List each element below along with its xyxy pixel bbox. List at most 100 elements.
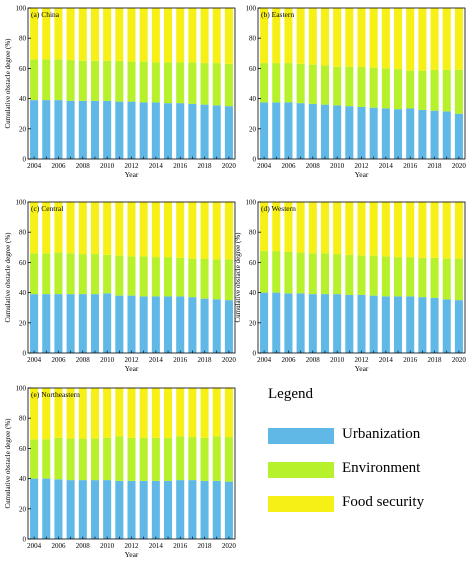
x-tick-label: 2012 [355, 356, 370, 364]
bar-urbanization-2005 [42, 100, 51, 159]
bar-urbanization-2018 [430, 110, 439, 159]
y-tick-label: 60 [249, 259, 257, 267]
bar-urbanization-2009 [320, 294, 329, 353]
bar-food-security-2004 [30, 8, 39, 60]
panel-title: (b) Eastern [261, 10, 294, 19]
bar-environment-2011 [115, 255, 124, 296]
bar-urbanization-2008 [308, 103, 317, 159]
bar-environment-2013 [139, 61, 148, 103]
x-tick-label: 2018 [428, 162, 443, 170]
bar-environment-2016 [406, 257, 415, 297]
bar-urbanization-2016 [176, 480, 185, 539]
legend-label-urbanization: Urbanization [342, 426, 421, 442]
bar-food-security-2016 [176, 8, 185, 63]
bar-environment-2004 [30, 59, 39, 101]
bar-environment-2009 [90, 60, 99, 101]
bar-urbanization-2016 [406, 108, 415, 159]
bar-environment-2010 [103, 437, 112, 481]
bar-food-security-2011 [115, 388, 124, 437]
panel-title: (e) Northeastern [31, 390, 80, 399]
bar-urbanization-2004 [30, 100, 39, 159]
x-tick-label: 2004 [27, 356, 42, 364]
bar-environment-2009 [90, 438, 99, 481]
bar-environment-2006 [284, 63, 293, 103]
y-tick-label: 0 [23, 536, 27, 544]
y-tick-label: 80 [19, 35, 27, 43]
bar-food-security-2013 [139, 8, 148, 62]
bar-urbanization-2008 [78, 100, 87, 159]
bar-environment-2012 [127, 256, 136, 296]
legend-swatch-urbanization [268, 428, 334, 444]
x-tick-label: 2020 [222, 542, 237, 550]
bar-environment-2008 [78, 254, 87, 295]
bar-urbanization-2006 [54, 100, 63, 159]
bar-environment-2007 [296, 252, 305, 294]
bar-food-security-2010 [103, 8, 112, 61]
bar-food-security-2006 [54, 8, 63, 60]
bar-food-security-2011 [115, 8, 124, 61]
bar-environment-2018 [200, 63, 209, 105]
bar-food-security-2007 [296, 8, 305, 64]
bar-environment-2017 [418, 257, 427, 298]
bar-environment-2016 [176, 62, 185, 104]
y-axis-label: Cumulative obstacle degree (%) [4, 38, 12, 129]
bar-food-security-2016 [176, 202, 185, 258]
bar-food-security-2010 [103, 388, 112, 438]
bar-environment-2014 [381, 68, 390, 109]
x-tick-label: 2018 [198, 162, 213, 170]
bar-urbanization-2011 [115, 295, 124, 353]
bar-food-security-2013 [139, 388, 148, 438]
y-tick-label: 20 [19, 125, 27, 133]
bar-food-security-2005 [272, 202, 281, 252]
x-tick-label: 2014 [379, 162, 394, 170]
x-tick-label: 2012 [125, 162, 140, 170]
bar-food-security-2005 [42, 8, 51, 60]
bar-environment-2007 [66, 60, 75, 101]
x-tick-label: 2010 [330, 162, 345, 170]
bar-urbanization-2020 [454, 113, 463, 159]
bar-urbanization-2017 [188, 480, 197, 539]
bar-food-security-2020 [224, 8, 233, 64]
bar-food-security-2009 [320, 8, 329, 66]
bar-urbanization-2006 [284, 102, 293, 160]
bar-urbanization-2007 [66, 480, 75, 539]
bar-environment-2019 [212, 259, 221, 300]
bar-environment-2016 [176, 436, 185, 481]
bar-urbanization-2015 [164, 296, 173, 354]
x-tick-label: 2016 [173, 162, 188, 170]
bar-urbanization-2013 [369, 295, 378, 353]
bar-urbanization-2012 [127, 101, 136, 159]
x-tick-label: 2016 [403, 162, 418, 170]
bar-food-security-2006 [54, 202, 63, 253]
x-axis-label: Year [125, 170, 139, 179]
x-tick-label: 2018 [198, 542, 213, 550]
bar-environment-2009 [320, 253, 329, 295]
x-tick-label: 2016 [403, 356, 418, 364]
bar-environment-2017 [188, 258, 197, 298]
bar-food-security-2014 [151, 388, 160, 438]
bar-food-security-2012 [127, 8, 136, 62]
y-tick-label: 0 [23, 156, 27, 164]
x-tick-label: 2008 [76, 356, 91, 364]
x-axis-label: Year [125, 364, 139, 373]
bar-environment-2017 [418, 70, 427, 110]
bar-urbanization-2013 [369, 107, 378, 159]
bar-environment-2008 [78, 438, 87, 481]
bar-urbanization-2016 [176, 103, 185, 159]
bar-urbanization-2007 [66, 294, 75, 353]
bar-environment-2015 [164, 437, 173, 481]
bar-food-security-2018 [430, 202, 439, 258]
bar-environment-2012 [127, 61, 136, 102]
bar-environment-2020 [224, 259, 233, 301]
bar-environment-2019 [442, 258, 451, 300]
legend-label-environment: Environment [342, 460, 421, 476]
bar-food-security-2020 [224, 202, 233, 260]
bar-food-security-2004 [260, 202, 269, 252]
bar-environment-2018 [200, 437, 209, 481]
bar-urbanization-2008 [78, 480, 87, 539]
bar-food-security-2019 [442, 8, 451, 70]
bar-urbanization-2008 [308, 294, 317, 353]
x-tick-label: 2006 [51, 162, 66, 170]
x-tick-label: 2020 [452, 162, 467, 170]
bar-urbanization-2020 [224, 300, 233, 353]
